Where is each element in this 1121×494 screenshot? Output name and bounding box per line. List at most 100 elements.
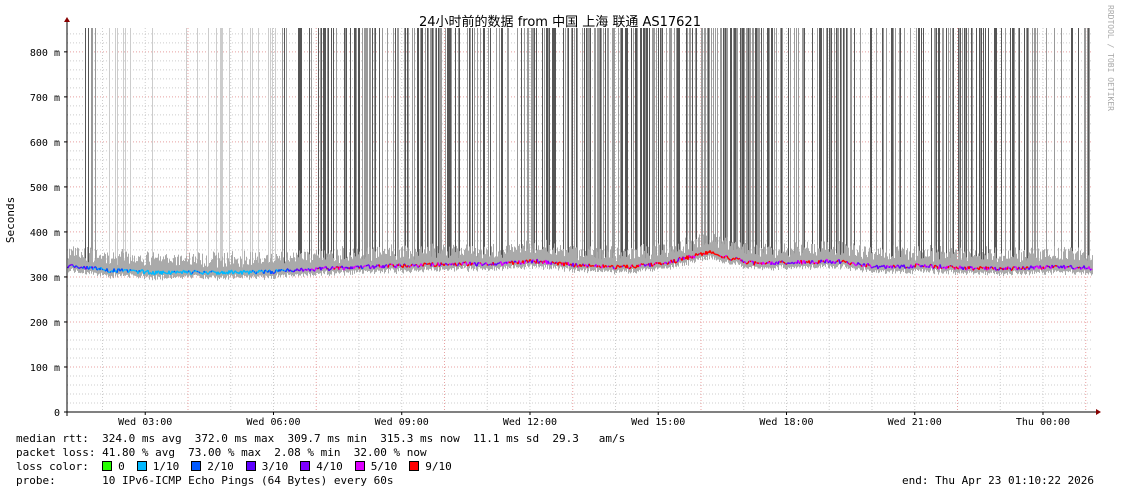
chart-area: 0 100 m 200 m 300 m 400 m 500 m 600 m 700 m 800 … (4, 5, 1115, 428)
median-point (273, 272, 276, 274)
x-tick-label: Wed 03:00 (118, 417, 172, 428)
median-point (675, 261, 678, 264)
median-point (447, 263, 450, 266)
median-point (106, 268, 109, 273)
median-point (431, 262, 434, 264)
median-point (433, 265, 436, 268)
median-point (1028, 267, 1031, 271)
median-point (194, 269, 197, 272)
median-point (86, 265, 89, 270)
median-point (443, 263, 446, 267)
median-point (1074, 267, 1077, 270)
median-point (897, 264, 900, 268)
median-point (229, 270, 232, 274)
median-point (529, 258, 532, 262)
median-point (409, 265, 412, 268)
median-point (677, 257, 680, 262)
x-tick-label: Wed 06:00 (246, 417, 300, 428)
median-point (731, 257, 734, 261)
median-point (1071, 267, 1074, 270)
median-point (207, 272, 210, 275)
chart-title: 24小时前的数据 from 中国 上海 联通 AS17621 (419, 14, 701, 30)
median-point (1085, 267, 1088, 270)
median-point (1012, 266, 1015, 269)
loss-color-item: 4/10 (300, 460, 343, 473)
median-point (670, 259, 673, 263)
loss-color-legend: loss color: 0 1/10 2/10 3/10 4/10 5/10 9/10 (16, 460, 464, 473)
packet-loss-stats: packet loss: 41.80 % avg 73.00 % max 2.0… (16, 446, 427, 459)
median-point (75, 265, 78, 268)
median-point (905, 266, 908, 269)
median-point (843, 260, 846, 263)
median-point (210, 270, 213, 273)
median-point (662, 262, 665, 265)
median-point (498, 261, 501, 264)
median-point (252, 269, 255, 273)
median-point (198, 271, 201, 274)
median-point (1022, 265, 1025, 269)
median-point (652, 264, 655, 267)
median-point (144, 270, 147, 273)
median-point (424, 262, 427, 265)
median-point (732, 257, 735, 260)
median-point (241, 271, 244, 275)
median-point (489, 263, 492, 266)
median-point (524, 259, 527, 263)
median-point (407, 264, 410, 267)
median-point (186, 271, 189, 274)
median-point (496, 262, 499, 265)
color-swatch (354, 461, 365, 471)
median-point (532, 259, 535, 262)
median-point (606, 265, 609, 268)
median-point (723, 255, 726, 259)
median-point (928, 264, 931, 268)
median-point (274, 269, 277, 273)
median-point (861, 264, 864, 268)
median-point (218, 272, 221, 275)
median-point (590, 264, 593, 267)
median-point (92, 267, 95, 271)
median-point (863, 263, 866, 266)
median-point (467, 263, 470, 267)
loss-color-label: 0 (118, 460, 125, 473)
median-point (101, 268, 104, 271)
loss-color-label: 9/10 (425, 460, 452, 473)
median-point (487, 264, 490, 266)
median-point (613, 267, 616, 270)
median-point (583, 264, 586, 267)
median-point (1075, 266, 1078, 269)
median-point (235, 271, 238, 274)
median-point (334, 266, 337, 269)
y-tick-label: 800 m (30, 48, 60, 59)
y-tick-label: 100 m (30, 363, 60, 374)
median-point (754, 260, 757, 264)
median-point (253, 270, 256, 274)
median-point (533, 260, 536, 263)
median-point (116, 268, 119, 273)
median-point (474, 262, 477, 266)
median-point (899, 265, 902, 269)
loss-color-label: 4/10 (316, 460, 343, 473)
median-point (871, 266, 874, 269)
loss-color-label: 2/10 (207, 460, 234, 473)
median-point (1009, 267, 1012, 271)
median-point (271, 270, 274, 274)
median-point (366, 264, 369, 267)
median-point (629, 266, 632, 270)
color-swatch (102, 461, 113, 471)
median-point (168, 270, 171, 275)
loss-color-item: 5/10 (354, 460, 397, 473)
median-point (93, 266, 96, 269)
median-point (859, 263, 862, 266)
median-point (603, 265, 606, 268)
median-point (854, 264, 857, 267)
median-point (793, 261, 796, 265)
median-point (964, 266, 967, 271)
median-point (555, 261, 558, 264)
median-point (520, 262, 523, 265)
median-point (437, 262, 440, 267)
median-point (265, 270, 268, 273)
median-point (869, 264, 872, 268)
median-point (916, 263, 919, 266)
